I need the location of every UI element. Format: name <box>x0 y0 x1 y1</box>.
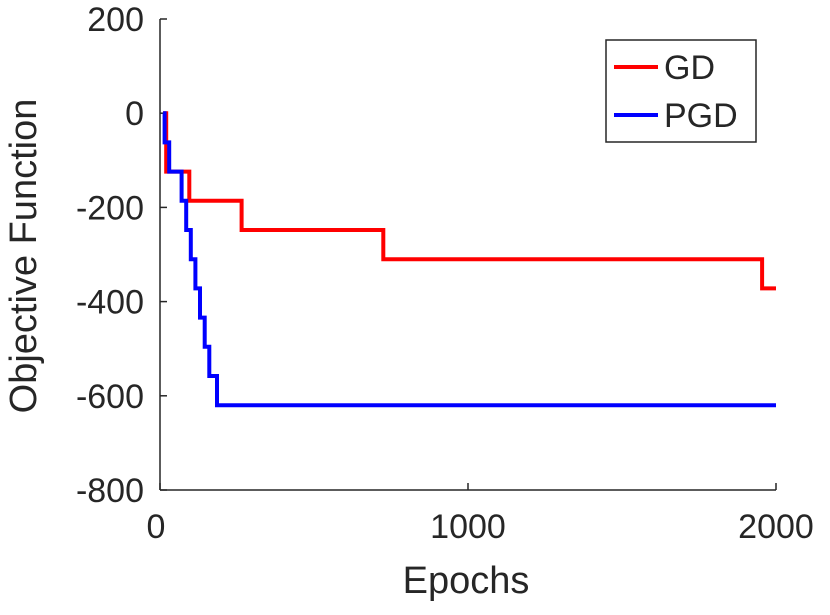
y-tick-label: 200 <box>87 1 144 39</box>
x-axis-title: Epochs <box>403 560 530 602</box>
x-tick-label: 1000 <box>430 508 506 546</box>
y-tick-label: -600 <box>76 378 144 416</box>
series-line-pgd <box>162 111 776 408</box>
y-tick-label: -400 <box>76 284 144 322</box>
legend-label-gd: GD <box>664 49 715 87</box>
y-axis-title: Objective Function <box>3 99 45 414</box>
y-tick-label: -200 <box>76 189 144 227</box>
x-tick-label: 0 <box>147 508 166 546</box>
legend-label-pgd: PGD <box>664 97 738 135</box>
legend <box>605 39 757 143</box>
series-line-gd <box>163 111 776 291</box>
x-tick-label: 2000 <box>738 508 814 546</box>
y-tick-label: 0 <box>125 95 144 133</box>
y-tick-label: -800 <box>76 472 144 510</box>
